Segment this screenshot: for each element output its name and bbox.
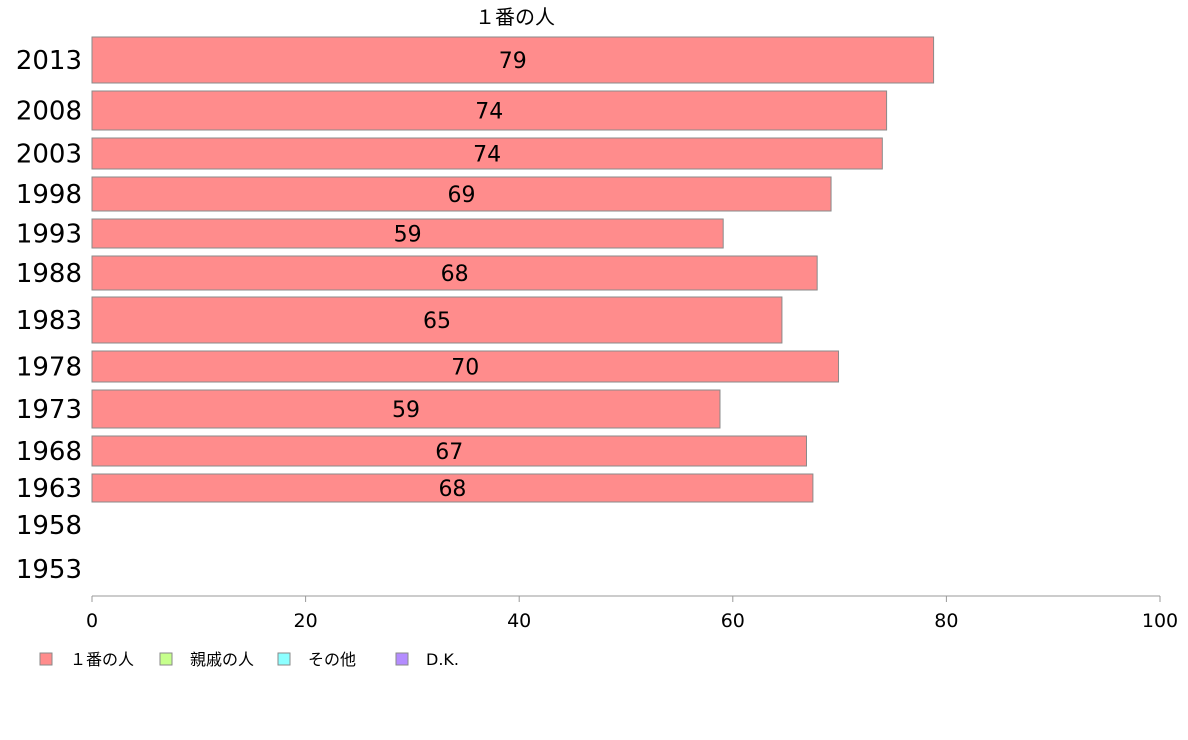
y-tick-label: 1953	[16, 555, 82, 585]
x-tick-label: 100	[1142, 610, 1178, 632]
legend-swatch	[39, 652, 53, 666]
y-tick-label: 2013	[16, 46, 82, 76]
bar-value-label: 74	[473, 143, 501, 168]
legend-label: D.K.	[426, 650, 459, 669]
legend: １番の人 親戚の人 その他 D.K.	[39, 650, 459, 669]
x-tick-label: 40	[507, 610, 531, 632]
legend-label: １番の人	[70, 650, 134, 669]
x-tick-label: 20	[294, 610, 318, 632]
bar	[91, 473, 814, 503]
bar	[91, 218, 724, 249]
legend-label: その他	[308, 650, 356, 669]
y-tick-label: 1993	[16, 220, 82, 250]
bar	[91, 137, 883, 170]
y-axis-labels: 2013 2008 2003 1998 1993 1988 1983 1978 1973 1968…	[16, 46, 82, 585]
y-tick-label: 1958	[16, 511, 82, 541]
bar	[91, 176, 832, 212]
bar-value-label: 68	[438, 477, 466, 502]
x-axis: 0 20 40 60 80 100	[86, 595, 1178, 632]
bar	[91, 296, 783, 344]
y-tick-label: 1963	[16, 474, 82, 504]
y-tick-label: 2003	[16, 140, 82, 170]
y-tick-label: 1988	[16, 259, 82, 289]
bar	[91, 389, 721, 429]
bar-value-label: 67	[435, 440, 463, 465]
legend-label: 親戚の人	[190, 650, 254, 669]
legend-swatch	[159, 652, 173, 666]
bar-value-label: 68	[441, 262, 469, 287]
y-tick-label: 1973	[16, 395, 82, 425]
bar-value-label: 59	[392, 398, 420, 423]
bar-value-label: 70	[451, 356, 479, 381]
bar	[91, 350, 840, 383]
legend-swatch	[277, 652, 291, 666]
bar-value-label: 59	[394, 223, 422, 248]
y-tick-label: 1968	[16, 437, 82, 467]
bar	[91, 90, 888, 131]
legend-swatch	[395, 652, 409, 666]
y-tick-label: 1998	[16, 180, 82, 210]
x-tick-label: 60	[721, 610, 745, 632]
chart-title: １番の人	[475, 5, 555, 29]
y-tick-label: 1978	[16, 353, 82, 383]
bar	[91, 435, 807, 467]
bar	[91, 255, 818, 291]
bar-value-label: 65	[423, 309, 451, 334]
y-tick-label: 1983	[16, 306, 82, 336]
bar-value-label: 74	[475, 100, 503, 125]
x-tick-label: 80	[934, 610, 958, 632]
bar	[91, 36, 935, 84]
y-tick-label: 2008	[16, 97, 82, 127]
bar-value-label: 79	[499, 49, 527, 74]
x-tick-label: 0	[86, 610, 98, 632]
bar-value-label: 69	[448, 183, 476, 208]
